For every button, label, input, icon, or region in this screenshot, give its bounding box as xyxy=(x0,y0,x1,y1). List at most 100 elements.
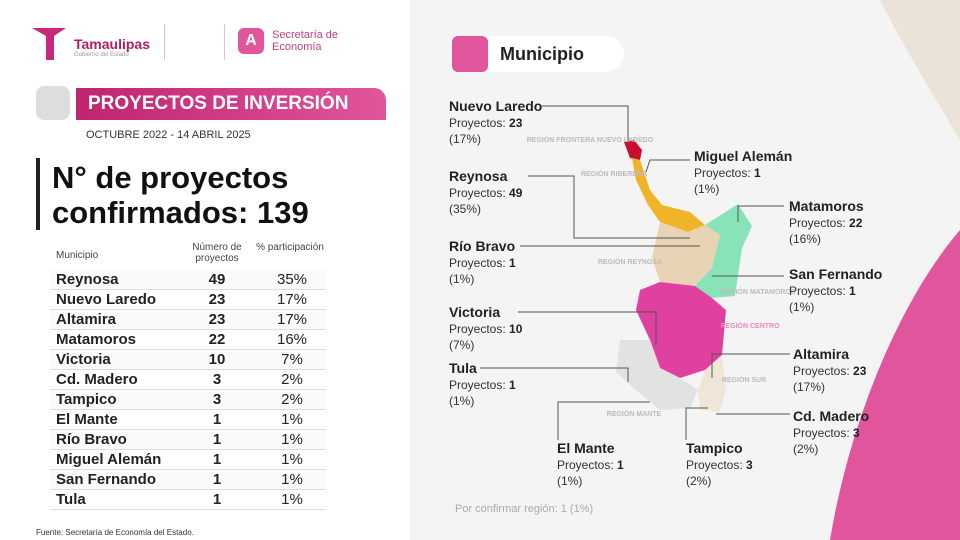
accent-bar xyxy=(36,158,40,230)
map-title: Municipio xyxy=(500,44,584,64)
region-ribereña xyxy=(632,158,705,232)
col-head: % participación xyxy=(256,242,324,253)
footnote: Por confirmar región: 1 (1%) xyxy=(455,503,594,515)
count: 3 xyxy=(746,458,753,472)
count: 1 xyxy=(509,256,516,270)
municipio: Tampico xyxy=(56,391,117,408)
region-matamoros xyxy=(695,204,752,298)
count-label: Proyectos: xyxy=(694,166,751,180)
percent: 35% xyxy=(276,271,308,288)
count: 1 xyxy=(212,471,222,488)
municipio: Reynosa xyxy=(56,271,119,288)
table-row: San Fernando 1 1% xyxy=(50,470,326,490)
region-label: REGIÓN MATAMOROS xyxy=(720,287,796,296)
callout-count: Proyectos: 3 xyxy=(793,425,869,442)
count: 23 xyxy=(853,364,867,378)
count: 3 xyxy=(853,426,860,440)
table-row: Tula 1 1% xyxy=(50,490,326,510)
municipio: San Fernando xyxy=(56,471,157,488)
count: 10 xyxy=(509,322,523,336)
callout: Tampico Proyectos: 3 (2%) xyxy=(686,440,753,489)
municipio: Cd. Madero xyxy=(56,371,138,388)
callout: Victoria Proyectos: 10 (7%) xyxy=(449,304,522,353)
table-row: Miguel Alemán 1 1% xyxy=(50,450,326,470)
count: 22 xyxy=(849,216,863,230)
count-label: Proyectos: xyxy=(557,458,614,472)
callout-count: Proyectos: 1 xyxy=(449,255,516,272)
secretaria-icon: A xyxy=(238,28,264,54)
total: 139 xyxy=(256,195,309,230)
swoosh-top xyxy=(880,0,960,140)
swoosh xyxy=(830,230,960,540)
brand-sub: Gobierno del Estado xyxy=(74,52,129,58)
count-label: Proyectos: xyxy=(449,186,506,200)
percent: 17% xyxy=(276,291,308,308)
region-label: REGIÓN MANTE xyxy=(607,409,662,418)
region-sur xyxy=(698,355,726,412)
count: 23 xyxy=(208,291,226,308)
callout-name: Tula xyxy=(449,360,477,376)
callout-count: Proyectos: 1 xyxy=(449,377,516,394)
col-head: Número de proyectos xyxy=(192,242,242,264)
count: 1 xyxy=(212,491,222,508)
percent: 1% xyxy=(281,411,303,428)
municipio: Matamoros xyxy=(56,331,137,348)
callout: Tula Proyectos: 1 (1%) xyxy=(449,360,516,409)
leaders xyxy=(480,105,790,440)
callout-percent: (1%) xyxy=(557,474,583,488)
count: 3 xyxy=(212,391,222,408)
count-label: Proyectos: xyxy=(793,364,850,378)
municipio: El Mante xyxy=(56,411,118,428)
callout: Reynosa Proyectos: 49 (35%) xyxy=(449,168,522,217)
logo xyxy=(32,28,66,60)
callout: Altamira Proyectos: 23 (17%) xyxy=(793,346,866,395)
count-label: Proyectos: xyxy=(449,322,506,336)
headline-text: N° de proyectos confirmados: xyxy=(52,160,289,230)
count-label: Proyectos: xyxy=(789,216,846,230)
callout-name: San Fernando xyxy=(789,266,883,282)
callout-percent: (1%) xyxy=(449,272,475,286)
count-label: Proyectos: xyxy=(449,116,506,130)
table-row: El Mante 1 1% xyxy=(50,410,326,430)
callout-percent: (17%) xyxy=(449,132,482,146)
table-row: Cd. Madero 3 2% xyxy=(50,370,326,390)
headline: N° de proyectos confirmados: 139 xyxy=(52,160,382,230)
count-label: Proyectos: xyxy=(449,378,506,392)
callout-percent: (1%) xyxy=(789,300,815,314)
callout-name: Miguel Alemán xyxy=(694,148,793,164)
callout-name: Río Bravo xyxy=(449,238,516,254)
percent: 1% xyxy=(281,451,303,468)
callout-name: Tampico xyxy=(686,440,743,456)
callout: Cd. Madero Proyectos: 3 (2%) xyxy=(793,408,869,457)
callout-percent: (7%) xyxy=(449,338,475,352)
region-mante xyxy=(616,340,698,410)
percent: 16% xyxy=(276,331,308,348)
count: 49 xyxy=(208,271,226,288)
percent: 17% xyxy=(276,311,308,328)
banner-icon xyxy=(36,86,70,120)
callout-name: Matamoros xyxy=(789,198,864,214)
count: 1 xyxy=(754,166,761,180)
count: 1 xyxy=(212,451,222,468)
count-label: Proyectos: xyxy=(793,426,850,440)
count: 23 xyxy=(509,116,523,130)
callout-name: Reynosa xyxy=(449,168,508,184)
callout-count: Proyectos: 23 xyxy=(793,363,866,380)
callout-percent: (2%) xyxy=(793,442,819,456)
municipio: Tula xyxy=(56,491,86,508)
table-row: Tampico 3 2% xyxy=(50,390,326,410)
table-row: Victoria 10 7% xyxy=(50,350,326,370)
table-row: Nuevo Laredo 23 17% xyxy=(50,290,326,310)
callout-name: Victoria xyxy=(449,304,501,320)
callout: Matamoros Proyectos: 22 (16%) xyxy=(789,198,864,247)
count-label: Proyectos: xyxy=(789,284,846,298)
percent: 1% xyxy=(281,471,303,488)
count: 3 xyxy=(212,371,222,388)
callout-count: Proyectos: 3 xyxy=(686,457,753,474)
municipio: Miguel Alemán xyxy=(56,451,162,468)
callout-count: Proyectos: 1 xyxy=(694,165,792,182)
callout-name: Nuevo Laredo xyxy=(449,98,543,114)
left-panel: Tamaulipas Gobierno del Estado A Secreta… xyxy=(0,0,410,540)
